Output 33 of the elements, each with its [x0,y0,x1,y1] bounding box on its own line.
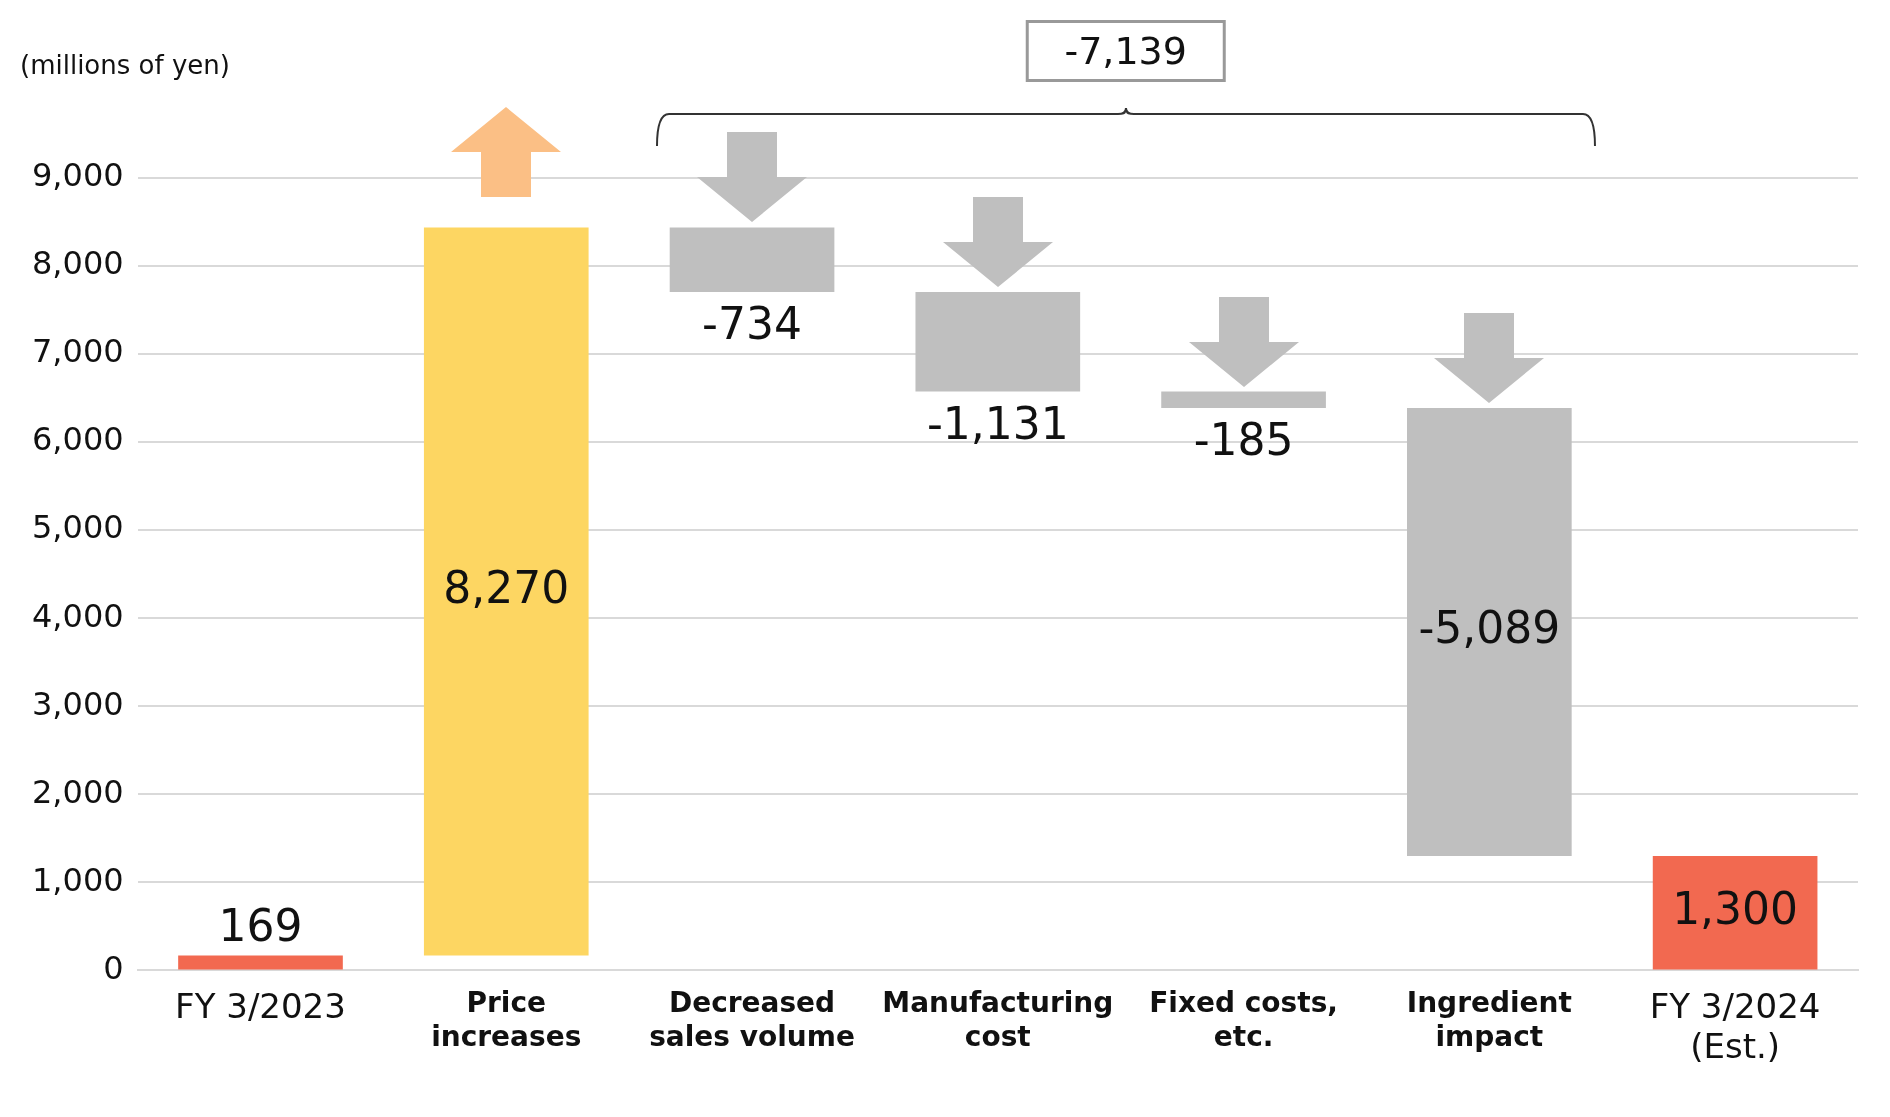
y-tick-label: 2,000 [32,772,124,811]
data-label: -185 [1193,414,1294,466]
data-label: 1,300 [1672,883,1799,935]
data-label: 8,270 [443,561,570,613]
data-label: -5,089 [1418,602,1561,654]
text: -7,139 [1025,20,1226,82]
y-tick-label: 1,000 [32,860,124,899]
y-tick-label: 3,000 [32,684,124,723]
data-label: -1,131 [926,398,1069,450]
y-tick-label: 0 [103,948,124,987]
bar [915,292,1081,392]
y-axis-title: (millions of yen) [20,50,230,80]
y-tick-label: 9,000 [32,156,124,195]
x-tick-label: FY 3/2023 [175,985,346,1026]
y-tick-label: 5,000 [32,508,124,547]
y-tick-label: 4,000 [32,596,124,635]
bar [423,227,589,956]
bar [1652,855,1818,970]
data-label: -734 [702,298,802,350]
bar [178,955,343,970]
bar [1407,407,1572,856]
data-label: 169 [218,899,303,951]
x-tick-label: FY 3/2024 (Est.) [1649,985,1821,1067]
y-tick-label: 6,000 [32,420,124,459]
bar [669,227,835,293]
x-tick-label: Decreased sales volume [649,986,855,1054]
x-tick-label: Ingredient impact [1406,986,1572,1054]
y-tick-label: 8,000 [32,244,124,283]
x-tick-label: Fixed costs, etc. [1149,986,1338,1054]
x-tick-label: Manufacturing cost [882,986,1114,1054]
y-tick-label: 7,000 [32,332,124,371]
bar [1161,391,1326,408]
x-tick-label: Price increases [431,986,582,1054]
